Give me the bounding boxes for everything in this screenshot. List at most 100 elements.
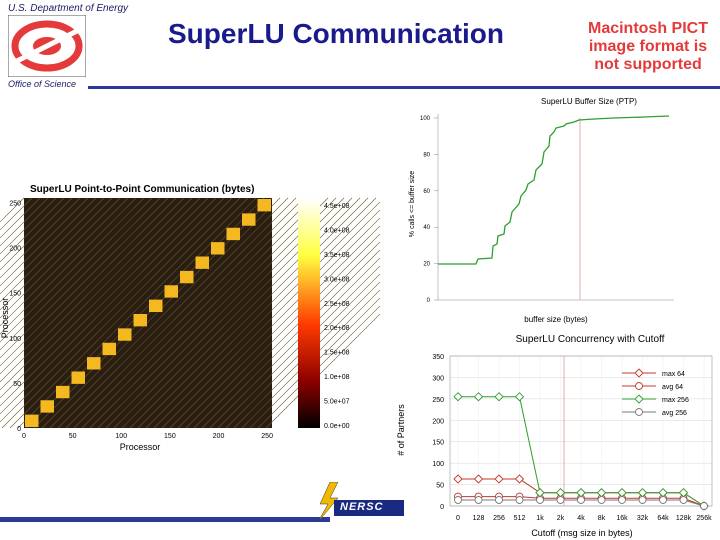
series-point <box>514 392 525 402</box>
colorbar-label: 4.0e+08 <box>324 227 350 234</box>
buffer-ytick: 0 <box>427 298 431 304</box>
heatmap-stripe <box>145 197 377 429</box>
heatmap-block <box>149 299 163 312</box>
series-point <box>453 474 463 484</box>
heatmap-xtick: 200 <box>213 433 225 440</box>
nersc-bolt-icon <box>317 482 339 522</box>
heatmap-stripe <box>169 217 380 429</box>
heatmap-stripe <box>0 197 73 271</box>
series-point <box>514 474 525 484</box>
concurrency-ytick: 100 <box>432 461 444 468</box>
concurrency-xtick: 128k <box>676 515 692 522</box>
series-point <box>635 408 643 416</box>
plot-frame <box>449 355 713 507</box>
buffer-ytick: 20 <box>423 262 430 268</box>
heatmap-stripe <box>49 197 281 429</box>
heatmap-stripe <box>225 273 380 429</box>
colorbar-label: 1.0e+08 <box>324 374 350 381</box>
heatmap-blocks <box>25 199 271 427</box>
concurrency-xtick: 256k <box>696 515 712 522</box>
series-point <box>635 382 643 390</box>
concurrency-xlabel: Cutoff (msg size in bytes) <box>531 528 632 538</box>
heatmap-stripe <box>0 197 169 367</box>
concurrency-xtick: 1k <box>536 515 544 522</box>
buffer-size-chart: SuperLU Buffer Size (PTP) 100 80 60 40 20 0 b… <box>409 97 674 324</box>
series-point <box>659 496 667 504</box>
series-point <box>494 474 504 484</box>
series-point <box>453 392 463 402</box>
heatmap-ticks: 00 50 50 100 100 150 150 200 200 250 250 <box>9 201 273 440</box>
heatmap-ytick: 250 <box>9 201 21 208</box>
heatmap-chart: SuperLU Point-to-Point Communication (by… <box>0 184 380 452</box>
concurrency-series <box>453 392 709 511</box>
heatmap-stripe <box>57 197 289 429</box>
heatmap-block <box>25 414 39 427</box>
heatmap-block <box>164 285 178 298</box>
heatmap-stripe <box>241 289 380 429</box>
pict-notice: Macintosh PICT image format is not suppo… <box>587 20 708 73</box>
colorbar-label: 2.5e+08 <box>324 301 350 308</box>
concurrency-ytick: 350 <box>432 354 444 361</box>
concurrency-xtick: 128 <box>473 515 485 522</box>
buffer-cdf-line <box>438 115 670 265</box>
series-point <box>454 496 462 504</box>
heatmap-ytick: 100 <box>9 336 21 343</box>
concurrency-xtick: 64k <box>657 515 669 522</box>
heatmap-stripe <box>249 297 380 429</box>
series-point <box>515 496 524 504</box>
heatmap-title: SuperLU Point-to-Point Communication (by… <box>30 184 254 195</box>
heatmap-stripe <box>0 197 105 303</box>
heatmap-stripe <box>233 281 380 429</box>
heatmap-stripe <box>161 209 380 429</box>
heatmap-ytick: 50 <box>13 381 21 388</box>
concurrency-xtick: 4k <box>577 515 585 522</box>
heatmap-stripe <box>0 197 161 359</box>
heatmap-block <box>133 314 147 327</box>
series-point <box>494 392 504 402</box>
heatmap-stripe <box>0 197 89 287</box>
buffer-ytick: 100 <box>420 116 431 122</box>
series-point <box>556 496 565 504</box>
series-point <box>536 496 544 504</box>
heatmap-xtick: 150 <box>164 433 176 440</box>
heatmap-block <box>40 400 54 413</box>
heatmap-stripe <box>0 197 57 255</box>
concurrency-xtick: 32k <box>637 515 649 522</box>
colorbar-ticks: 4.5e+08 4.0e+08 3.5e+08 3.0e+08 2.5e+08 2.0e+… <box>324 203 350 430</box>
heatmap-stripe <box>265 313 380 429</box>
heatmap-stripe <box>105 197 337 429</box>
legend-label: avg 256 <box>662 410 687 417</box>
heatmap-block <box>211 242 225 255</box>
heatmap-block <box>257 199 271 212</box>
legend-label: avg 64 <box>662 384 683 391</box>
concurrency-grid: 350 300 250 200 150 100 50 0 0 128 256 512 1k 2k 4k 8k 1… <box>432 354 713 522</box>
heatmap-colorbar <box>298 198 320 428</box>
doe-logo <box>8 15 86 77</box>
heatmap-stripe <box>0 197 209 407</box>
colorbar-label: 3.0e+08 <box>324 276 350 283</box>
heatmap-stripe <box>33 197 265 429</box>
heatmap-ytick: 150 <box>9 291 21 298</box>
nersc-badge <box>334 500 404 516</box>
footer-rule <box>0 517 330 522</box>
legend-label: max 64 <box>662 371 685 378</box>
concurrency-ytick: 250 <box>432 397 444 404</box>
heatmap-stripe <box>209 257 380 429</box>
concurrency-ytick: 0 <box>440 504 444 511</box>
concurrency-xtick: 512 <box>514 515 526 522</box>
heatmap-stripe <box>129 197 361 429</box>
series-point <box>634 394 644 404</box>
buffer-ytick: 40 <box>423 225 430 231</box>
colorbar-label: 3.5e+08 <box>324 252 350 259</box>
heatmap-stripe <box>0 197 153 351</box>
heatmap-stripe <box>65 197 297 429</box>
heatmap-ylabel: Processor <box>0 298 10 339</box>
concurrency-chart: SuperLU Concurrency with Cutoff 350 300 25… <box>396 334 713 538</box>
buffer-ytick: 80 <box>423 152 430 158</box>
series-point <box>577 496 585 504</box>
heatmap-stripe <box>81 197 313 429</box>
heatmap-xtick: 100 <box>115 433 127 440</box>
nersc-label: NERSC <box>340 501 384 513</box>
heatmap-stripe <box>0 197 185 383</box>
concurrency-ytick: 50 <box>436 483 444 490</box>
